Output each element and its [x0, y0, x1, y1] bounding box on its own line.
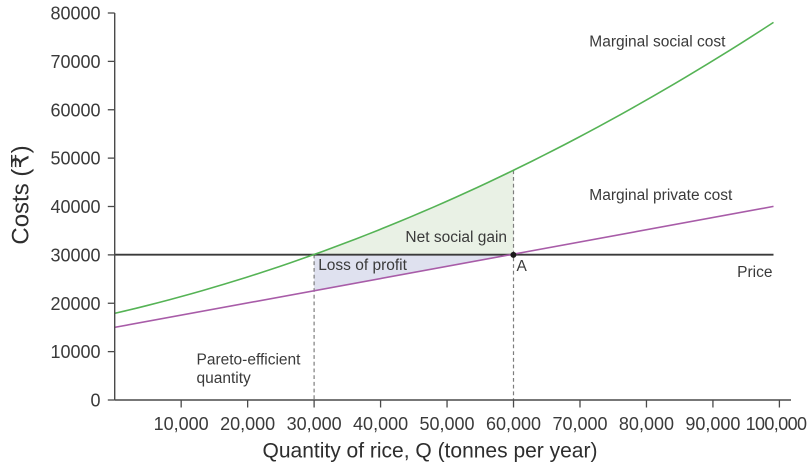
svg-text:50,000: 50,000 [420, 414, 475, 434]
svg-text:50000: 50000 [50, 149, 100, 169]
svg-text:Loss of profit: Loss of profit [318, 257, 407, 274]
svg-text:quantity: quantity [197, 370, 252, 387]
svg-text:60000: 60000 [50, 100, 100, 120]
svg-text:10000: 10000 [50, 342, 100, 362]
svg-text:30000: 30000 [50, 245, 100, 265]
svg-text:Marginal social cost: Marginal social cost [589, 33, 726, 50]
svg-text:20000: 20000 [50, 294, 100, 314]
svg-text:Costs (₹): Costs (₹) [8, 145, 35, 244]
svg-text:30,000: 30,000 [287, 414, 342, 434]
svg-text:Pareto-efficient: Pareto-efficient [197, 351, 302, 368]
svg-text:100,000: 100,000 [746, 414, 807, 434]
svg-text:40000: 40000 [50, 197, 100, 217]
svg-text:Marginal private cost: Marginal private cost [589, 187, 733, 204]
svg-text:20,000: 20,000 [220, 414, 275, 434]
svg-text:10,000: 10,000 [154, 414, 209, 434]
svg-text:40,000: 40,000 [353, 414, 408, 434]
svg-text:Price: Price [737, 264, 772, 281]
svg-text:70,000: 70,000 [552, 414, 607, 434]
svg-text:A: A [517, 258, 528, 275]
svg-text:Quantity of rice, Q (tonnes pe: Quantity of rice, Q (tonnes per year) [263, 440, 598, 463]
svg-text:0: 0 [90, 391, 100, 411]
svg-text:60,000: 60,000 [486, 414, 541, 434]
svg-text:80,000: 80,000 [619, 414, 674, 434]
svg-text:80000: 80000 [50, 4, 100, 24]
svg-text:70000: 70000 [50, 52, 100, 72]
svg-text:90,000: 90,000 [685, 414, 740, 434]
svg-text:Net social gain: Net social gain [405, 229, 507, 246]
